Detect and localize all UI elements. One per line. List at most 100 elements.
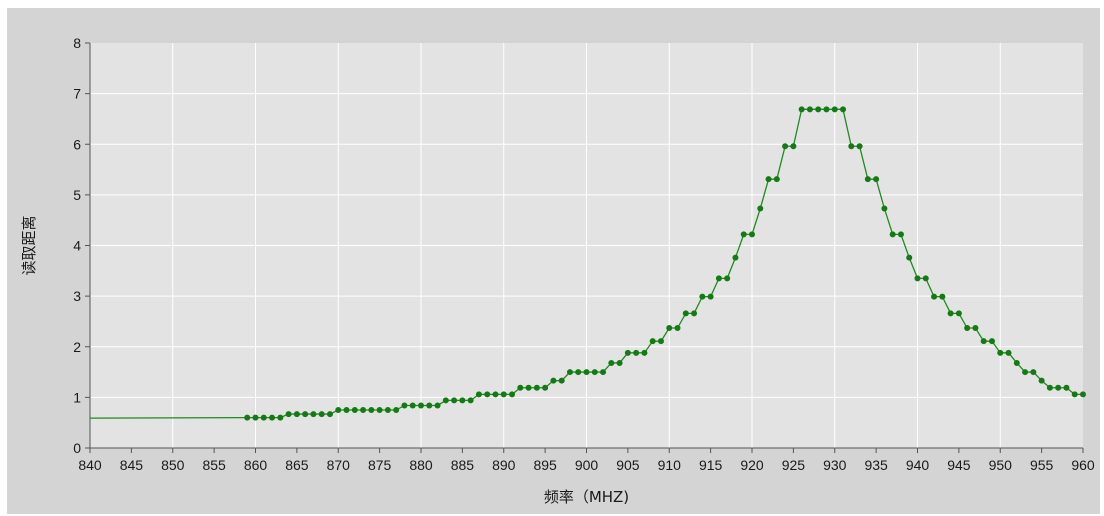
x-tick-label: 900 bbox=[575, 457, 599, 473]
chart-panel: 840 845 850 855 860 865 870 875 880 885 890 895 900 9… bbox=[7, 8, 1100, 514]
data-point bbox=[757, 205, 764, 212]
data-point bbox=[707, 293, 714, 300]
data-point bbox=[285, 411, 292, 418]
x-tick-label: 940 bbox=[906, 457, 930, 473]
data-point bbox=[360, 407, 367, 414]
y-tick-label: 1 bbox=[73, 389, 81, 405]
x-tick-label: 910 bbox=[658, 457, 682, 473]
data-point bbox=[922, 275, 929, 282]
data-point bbox=[1038, 377, 1045, 384]
data-point bbox=[997, 349, 1004, 356]
data-point bbox=[782, 143, 789, 150]
data-point bbox=[302, 411, 309, 418]
data-point bbox=[384, 407, 391, 414]
data-point bbox=[732, 254, 739, 261]
data-point bbox=[434, 402, 441, 409]
data-point bbox=[724, 275, 731, 282]
data-point bbox=[815, 106, 822, 113]
data-point bbox=[409, 402, 416, 409]
data-point bbox=[947, 310, 954, 317]
line-chart: 840 845 850 855 860 865 870 875 880 885 890 895 900 9… bbox=[20, 35, 1095, 506]
data-point bbox=[451, 397, 458, 404]
data-point bbox=[1046, 384, 1053, 391]
x-tick-label: 865 bbox=[285, 457, 309, 473]
data-point bbox=[823, 106, 830, 113]
data-point bbox=[616, 359, 623, 366]
x-tick-label: 855 bbox=[202, 457, 226, 473]
data-point bbox=[442, 397, 449, 404]
data-point bbox=[318, 411, 325, 418]
data-point bbox=[889, 231, 896, 238]
data-point bbox=[773, 176, 780, 183]
data-point bbox=[533, 384, 540, 391]
data-point bbox=[691, 310, 698, 317]
data-point bbox=[376, 407, 383, 414]
data-point bbox=[550, 377, 557, 384]
x-tick-label: 885 bbox=[451, 457, 475, 473]
data-point bbox=[608, 359, 615, 366]
data-point bbox=[674, 325, 681, 332]
data-point bbox=[1013, 359, 1020, 366]
data-point bbox=[972, 325, 979, 332]
x-tick-label: 955 bbox=[1030, 457, 1054, 473]
data-point bbox=[740, 231, 747, 238]
x-tick-label: 840 bbox=[78, 457, 102, 473]
data-point bbox=[343, 407, 350, 414]
data-point bbox=[939, 293, 946, 300]
data-point bbox=[600, 369, 607, 376]
data-point bbox=[484, 391, 491, 398]
x-tick-label: 935 bbox=[864, 457, 888, 473]
data-point bbox=[914, 275, 921, 282]
data-point bbox=[699, 293, 706, 300]
data-point bbox=[566, 369, 573, 376]
data-point bbox=[1055, 384, 1062, 391]
data-point bbox=[252, 414, 259, 421]
data-point bbox=[641, 349, 648, 356]
data-point bbox=[244, 414, 251, 421]
data-point bbox=[401, 402, 408, 409]
data-point bbox=[509, 391, 516, 398]
data-point bbox=[418, 402, 424, 409]
data-point bbox=[1030, 369, 1037, 376]
data-point bbox=[873, 176, 880, 183]
x-tick-label: 960 bbox=[1071, 457, 1095, 473]
y-axis-title: 读取距离 bbox=[20, 215, 38, 275]
data-point bbox=[848, 143, 855, 150]
x-axis-title: 频率（MHZ) bbox=[544, 488, 629, 506]
data-point bbox=[293, 411, 300, 418]
data-point bbox=[591, 369, 598, 376]
y-tick-label: 2 bbox=[73, 339, 81, 355]
data-point bbox=[798, 106, 805, 113]
y-tick-label: 0 bbox=[73, 440, 81, 456]
data-point bbox=[765, 176, 772, 183]
data-point bbox=[657, 338, 664, 345]
data-point bbox=[1063, 384, 1070, 391]
data-point bbox=[864, 176, 871, 183]
data-point bbox=[980, 338, 987, 345]
x-tick-label: 870 bbox=[327, 457, 351, 473]
data-point bbox=[624, 349, 631, 356]
data-point bbox=[1022, 369, 1029, 376]
x-tick-label: 890 bbox=[492, 457, 516, 473]
data-point bbox=[806, 106, 813, 113]
x-tick-label: 925 bbox=[782, 457, 806, 473]
x-tick-label: 875 bbox=[368, 457, 392, 473]
data-point bbox=[575, 369, 582, 376]
data-point bbox=[542, 384, 549, 391]
data-point bbox=[831, 106, 838, 113]
data-point bbox=[715, 275, 722, 282]
data-point bbox=[475, 391, 482, 398]
x-tick-label: 850 bbox=[161, 457, 185, 473]
data-point bbox=[633, 349, 640, 356]
data-point bbox=[492, 391, 499, 398]
x-tick-label: 920 bbox=[740, 457, 764, 473]
x-tick-label: 895 bbox=[533, 457, 557, 473]
data-point bbox=[277, 414, 284, 421]
data-point bbox=[351, 407, 358, 414]
data-point bbox=[368, 407, 375, 414]
data-point bbox=[649, 338, 656, 345]
data-point bbox=[682, 310, 689, 317]
data-point bbox=[1071, 391, 1078, 398]
x-tick-label: 880 bbox=[409, 457, 433, 473]
data-point bbox=[467, 397, 474, 404]
